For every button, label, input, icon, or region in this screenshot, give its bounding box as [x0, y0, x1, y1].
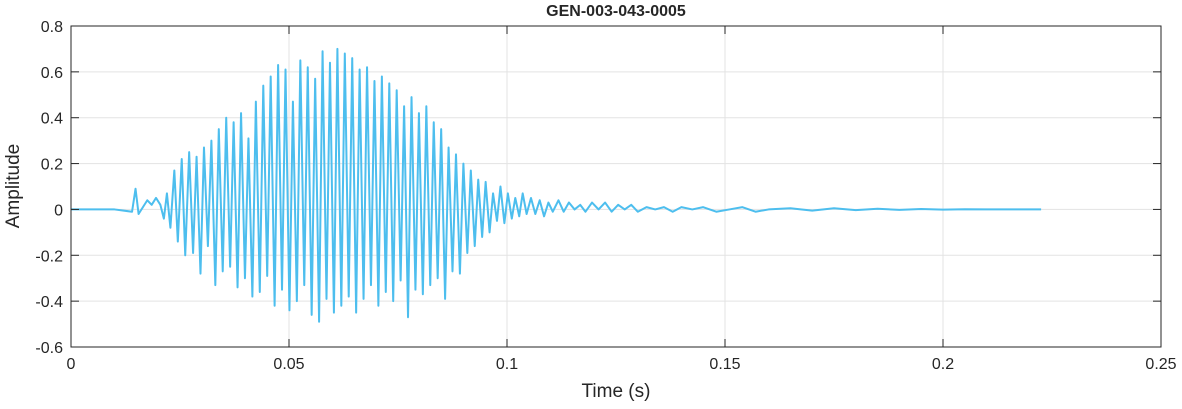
y-tick-label: -0.4: [35, 294, 63, 311]
x-tick-label: 0.05: [273, 356, 304, 373]
series-layer: [71, 47, 1042, 323]
y-tick-label: 0.2: [41, 157, 63, 174]
series-line-0: [71, 47, 1042, 323]
y-tick-label: -0.6: [35, 340, 63, 357]
tick-layer: 0 0.05 0.1 0.15 0.2 0.25 -0.6 -0.4 -0.2 0 0.2 0.4 0.…: [35, 19, 1176, 373]
x-tick-label: 0.15: [709, 356, 740, 373]
y-tick-label: -0.2: [35, 248, 63, 265]
x-tick-label: 0.25: [1145, 356, 1176, 373]
axes-box: [70, 25, 1162, 348]
chart-title: GEN-003-043-0005: [546, 3, 686, 20]
x-tick-label: 0.1: [496, 356, 518, 373]
y-tick-label: 0.4: [41, 111, 63, 128]
y-tick-label: 0.6: [41, 65, 63, 82]
y-axis-label: Amplitude: [3, 144, 24, 229]
y-tick-label: 0: [54, 202, 63, 219]
y-tick-label: 0.8: [41, 19, 63, 36]
x-tick-label: 0: [67, 356, 76, 373]
x-tick-label: 0.2: [932, 356, 954, 373]
x-axis-label: Time (s): [582, 381, 651, 402]
